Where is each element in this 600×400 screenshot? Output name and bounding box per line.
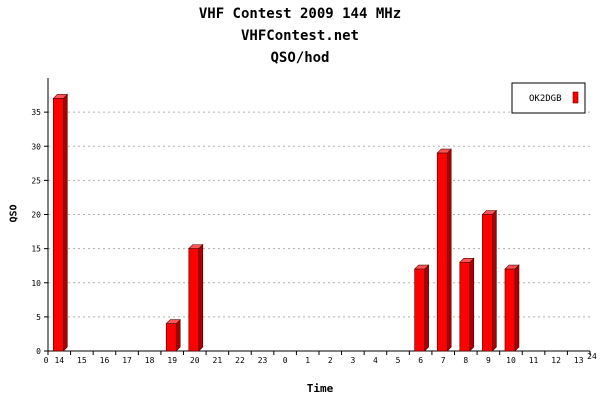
- y-ticks: 0 5 10 15 20 25 30 35: [31, 108, 48, 356]
- bar-front: [414, 268, 425, 352]
- x-ticks: 14 15 16 17 18 19 20 21 22 23 0 1 2 3 4 5 6 7 8 9 10 11 12 130 2…: [44, 351, 597, 365]
- y-tick-label: 30: [31, 142, 41, 151]
- bar-front: [188, 248, 200, 352]
- y-tick-label: 35: [31, 108, 41, 117]
- x-tick-label: 4: [373, 356, 378, 365]
- chart-subtitle: VHFContest.net: [240, 28, 359, 44]
- bar-front: [436, 152, 448, 352]
- x-tick-label: 6: [418, 356, 423, 365]
- legend-label: OK2DGB: [529, 94, 562, 104]
- bar-side: [446, 148, 452, 352]
- legend: OK2DGB: [511, 82, 586, 114]
- x-tick-label: 21: [213, 356, 223, 365]
- bar-front: [504, 268, 516, 352]
- y-tick-label: 25: [31, 176, 41, 185]
- y-tick-label: 10: [31, 279, 41, 288]
- chart-title: VHF Contest 2009 144 MHz: [198, 6, 402, 22]
- x-tick-label: 2: [328, 356, 333, 365]
- bar: [504, 264, 520, 352]
- bar-front: [482, 214, 493, 352]
- x-tick-label: 9: [486, 356, 491, 365]
- x-tick-label: 0: [283, 356, 288, 365]
- x-tick-label: 11: [529, 356, 539, 365]
- x-tick-label: 5: [396, 356, 401, 365]
- bar-front: [165, 323, 177, 352]
- bar: [459, 257, 475, 352]
- y-tick-label: 5: [36, 313, 41, 322]
- x-tick-label: 1: [305, 356, 310, 365]
- bar-side: [175, 318, 181, 352]
- bar: [165, 318, 181, 352]
- x-tick-label: 10: [506, 356, 516, 365]
- bars: [52, 93, 520, 352]
- bar-front: [52, 98, 64, 352]
- x-tick-label: 19: [167, 356, 177, 365]
- x-axis-start-label: 0: [44, 356, 49, 365]
- y-tick-label: 20: [31, 211, 41, 220]
- x-tick-label: 17: [122, 356, 132, 365]
- x-tick-label: 20: [190, 356, 200, 365]
- x-tick-label: 13: [574, 356, 584, 365]
- chart-subtitle-2: QSO/hod: [270, 50, 330, 66]
- bar-side: [492, 209, 497, 352]
- bar: [52, 93, 69, 352]
- x-tick-label: 7: [441, 356, 446, 365]
- grid-lines: [48, 111, 590, 318]
- bar: [413, 264, 430, 352]
- bar-side: [198, 243, 204, 352]
- legend-swatch: [572, 91, 579, 104]
- bar-side: [469, 257, 475, 352]
- x-tick-label: 18: [145, 356, 155, 365]
- x-axis-label: Time: [306, 382, 334, 395]
- x-tick-label: 14: [54, 356, 64, 365]
- bar-side: [424, 264, 429, 352]
- x-tick-label: 8: [463, 356, 468, 365]
- bar: [188, 243, 204, 352]
- bar: [436, 148, 452, 352]
- x-tick-label: 22: [235, 356, 245, 365]
- x-tick-label: 15: [77, 356, 87, 365]
- x-tick-label: 16: [100, 356, 110, 365]
- bar-side: [514, 264, 520, 352]
- x-tick-label: 23: [258, 356, 268, 365]
- x-axis-end-label: 24: [587, 352, 597, 361]
- bar-front: [459, 261, 471, 352]
- bar-side: [62, 93, 68, 352]
- y-tick-label: 15: [31, 245, 41, 254]
- x-tick-label: 12: [551, 356, 561, 365]
- y-tick-label: 0: [36, 347, 41, 356]
- x-tick-label: 3: [350, 356, 355, 365]
- bar: [481, 209, 498, 352]
